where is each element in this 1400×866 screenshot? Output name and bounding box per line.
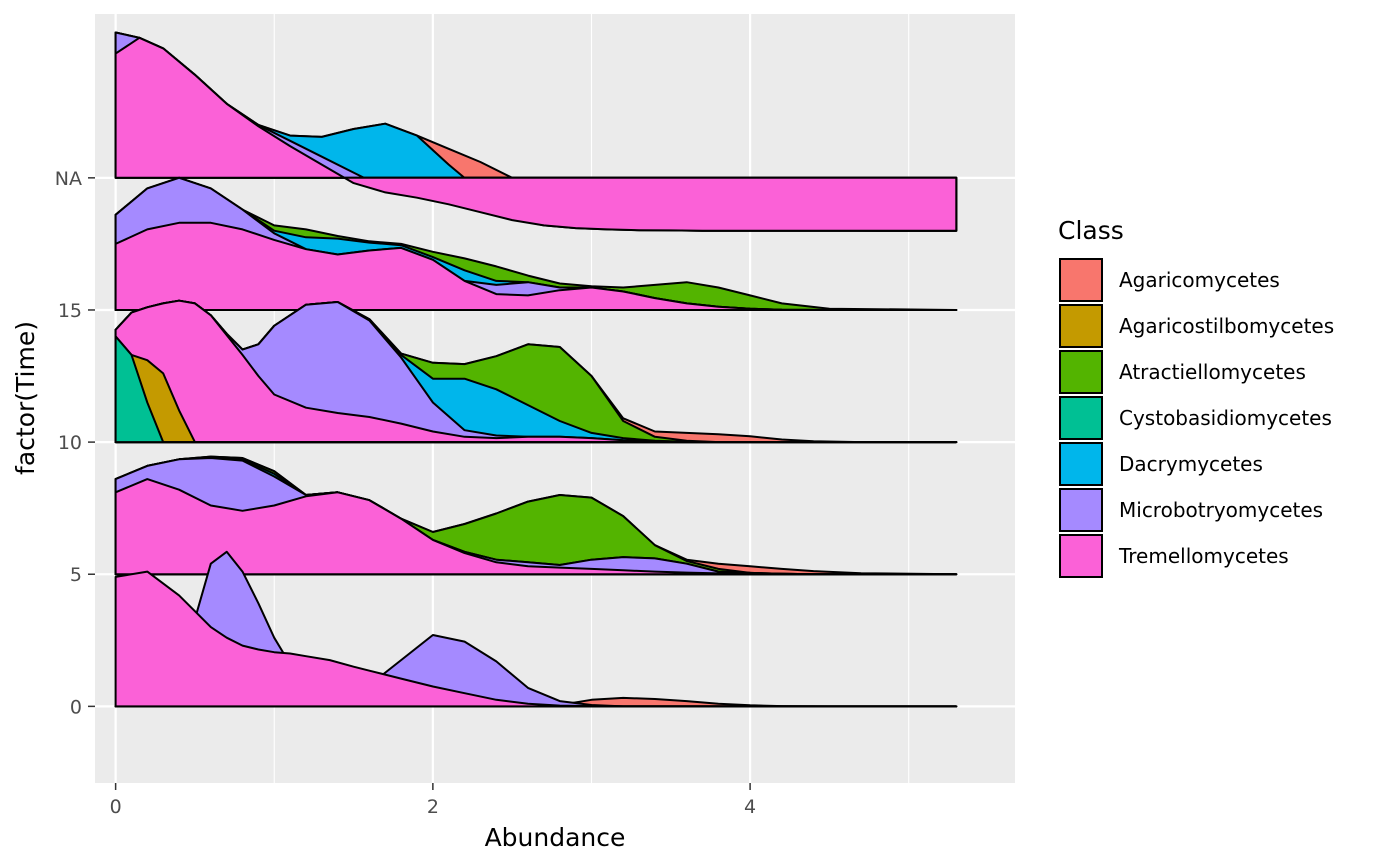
ridge-group-15 [114, 176, 958, 311]
ridge-group-0 [114, 550, 958, 708]
legend-label: Microbotryomycetes [1119, 498, 1323, 522]
x-axis-title: Abundance [485, 823, 626, 852]
density-area [114, 478, 958, 576]
density-area [114, 221, 958, 311]
density-area [114, 36, 958, 232]
legend-swatch [1059, 304, 1103, 348]
legend-label: Agaricostilbomycetes [1119, 314, 1334, 338]
x-tick-label: 2 [427, 796, 439, 818]
ridges-layer [114, 31, 958, 708]
legend-label: Dacrymycetes [1119, 452, 1263, 476]
legend-label: Tremellomycetes [1118, 544, 1289, 568]
y-axis-title: factor(Time) [11, 321, 40, 475]
ridge-group-5 [114, 455, 958, 576]
y-tick-label: 10 [58, 432, 82, 454]
ridge-group-10 [114, 299, 958, 444]
x-axis: 0 2 4 [110, 783, 756, 818]
y-tick-label: 5 [70, 564, 82, 586]
legend-label: Cystobasidiomycetes [1119, 406, 1332, 430]
y-axis: 0 5 10 15 NA [55, 168, 95, 718]
legend-swatch [1059, 488, 1103, 532]
legend: Class Agaricomycetes Agaricostilbomycetes… [1058, 216, 1334, 578]
density-area [114, 335, 958, 444]
ridge-group-NA [114, 31, 958, 232]
legend-swatch [1059, 396, 1103, 440]
legend-swatch [1059, 442, 1103, 486]
y-tick-label: NA [55, 168, 82, 190]
legend-swatch [1059, 258, 1103, 302]
legend-swatch [1059, 534, 1103, 578]
x-tick-label: 0 [110, 796, 122, 818]
y-tick-label: 15 [58, 300, 82, 322]
density-area [114, 570, 958, 708]
legend-label: Agaricomycetes [1119, 268, 1280, 292]
legend-title: Class [1058, 216, 1124, 245]
y-tick-label: 0 [70, 696, 82, 718]
legend-label: Atractiellomycetes [1119, 360, 1306, 384]
x-tick-label: 4 [744, 796, 756, 818]
legend-swatch [1059, 350, 1103, 394]
